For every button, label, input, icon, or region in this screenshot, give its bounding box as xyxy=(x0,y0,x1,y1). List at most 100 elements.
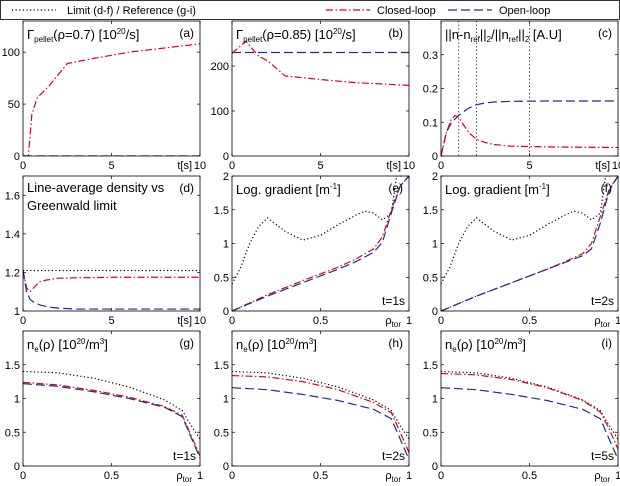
panel-h-xtick-label: 0 xyxy=(229,470,235,482)
panel-h-xtick-label: 0.5 xyxy=(313,470,328,482)
panel-g-xlabel: ρtor xyxy=(176,470,192,484)
panel-i-ytick-label: 0.5 xyxy=(423,427,438,439)
panel-c-ytick-label: 0.2 xyxy=(423,84,438,96)
panel-e-series-open-loop xyxy=(232,176,409,311)
panel-g-ytick-label: 1.5 xyxy=(5,360,20,372)
panel-b-xlabel: t[s] xyxy=(386,160,401,172)
panel-c-series-closed-loop xyxy=(441,114,618,156)
panel-i-series-reference xyxy=(441,370,618,440)
panel-g-xtick-label: 0 xyxy=(20,470,26,482)
panel-d: 0 5 1 1.2 1.4 1.6 10t[s] (d) Line-average densit… xyxy=(5,175,206,327)
panel-h-series-open-loop xyxy=(232,387,409,460)
panel-g-xtick-label-end: 1 xyxy=(197,470,203,482)
panel-a-ytick-label: 50 xyxy=(8,99,20,111)
panel-a-ytick-label: 100 xyxy=(2,47,20,59)
panel-i-xtick-label: 0.5 xyxy=(522,470,537,482)
panel-f: 0 0.5 0 0.5 1 1.5 2 1 ρtor (f) Log. gradient [m-1]… xyxy=(423,171,620,329)
panel-e-title: Log. gradient [m-1] xyxy=(236,182,341,197)
panel-d-ytick-label: 1.4 xyxy=(5,229,20,241)
panel-d-ytick-label: 1 xyxy=(14,306,20,318)
panel-e-ytick-label: 1.5 xyxy=(214,205,229,217)
panel-b-label: (b) xyxy=(388,26,403,40)
panel-d-xtick-label: 0 xyxy=(20,315,26,327)
panel-c-series-open-loop xyxy=(441,100,618,156)
panel-i-title: ne(ρ) [1020/m3] xyxy=(445,337,526,354)
panel-h-label: (h) xyxy=(388,336,403,350)
panel-h-title: ne(ρ) [1020/m3] xyxy=(236,337,317,354)
panel-c-ytick-label: 0 xyxy=(432,151,438,163)
panel-f-xlabel: ρtor xyxy=(594,315,610,329)
panel-b-ytick-label: 0 xyxy=(223,151,229,163)
panel-h-series-reference xyxy=(232,370,409,440)
panel-c-xlabel: t[s] xyxy=(595,160,610,172)
panel-i-xlabel: ρtor xyxy=(594,470,610,484)
panel-e: 0 0.5 0 0.5 1 1.5 2 1 ρtor (e) Log. gradient [m-1]… xyxy=(214,171,412,329)
panel-e-annotation: t=1s xyxy=(382,294,405,308)
panel-b-xtick-label: 0 xyxy=(229,160,235,172)
panel-i-series-open-loop xyxy=(441,387,618,460)
panel-e-xtick-label-end: 1 xyxy=(406,315,412,327)
panel-h: 0 0.5 0 0.5 1 1.5 1 ρtor (h) ne(ρ) [1020/m3] t=2s xyxy=(214,330,412,484)
panel-g-xtick-label: 0.5 xyxy=(104,470,119,482)
panel-i-ytick-label: 0 xyxy=(432,461,438,473)
panel-c-label: (c) xyxy=(598,26,612,40)
panel-a-title: Γpellet(ρ=0.7) [1020/s] xyxy=(27,27,139,44)
panel-h-annotation: t=2s xyxy=(382,449,405,463)
panel-g-series-open-loop xyxy=(23,383,200,459)
panel-f-ytick-label: 1.5 xyxy=(423,205,438,217)
panel-a-xtick-label-end: 10 xyxy=(194,160,206,172)
panel-c-xtick-label-end: 10 xyxy=(612,160,620,172)
panel-d-xtick-label-end: 10 xyxy=(194,315,206,327)
panel-b-xtick-label-end: 10 xyxy=(403,160,415,172)
panel-f-title: Log. gradient [m-1] xyxy=(445,182,550,197)
panel-d-axes xyxy=(22,175,201,312)
panel-h-series-closed-loop xyxy=(232,374,409,453)
panel-i-ytick-label: 1 xyxy=(432,394,438,406)
legend-label-closed-loop: Closed-loop xyxy=(377,5,436,17)
panel-h-xtick-label-end: 1 xyxy=(406,470,412,482)
panel-f-series-open-loop xyxy=(441,176,618,311)
panel-g-ytick-label: 1 xyxy=(14,394,20,406)
legend-label-open-loop: Open-loop xyxy=(499,5,550,17)
legend-label-limit-d-f-reference-g-i: Limit (d-f) / Reference (g-i) xyxy=(67,5,196,17)
legend: Limit (d-f) / Reference (g-i) Closed-loop… xyxy=(0,0,620,20)
panel-a-ytick-label: 0 xyxy=(14,151,20,163)
panel-e-ytick-label: 0.5 xyxy=(214,272,229,284)
panel-f-ytick-label: 0.5 xyxy=(423,272,438,284)
panel-a-xtick-label: 0 xyxy=(20,160,26,172)
panel-c: 0 5 0 0.1 0.2 0.3 10t[s] (c) ||n-nref||2/||nref|… xyxy=(423,20,620,172)
panel-d-series-open-loop xyxy=(23,270,200,310)
panel-f-xtick-label: 0.5 xyxy=(522,315,537,327)
panel-f-ytick-label: 0 xyxy=(432,306,438,318)
panel-e-ytick-label: 2 xyxy=(223,171,229,183)
panel-e-label: (e) xyxy=(388,181,403,195)
panel-i-xtick-label: 0 xyxy=(438,470,444,482)
panel-i-xtick-label-end: 1 xyxy=(615,470,620,482)
panel-d-title-line: Greenwald limit xyxy=(27,198,117,213)
panel-d-xlabel: t[s] xyxy=(177,315,192,327)
panel-a-series-closed-loop xyxy=(23,43,200,156)
panel-f-xtick-label-end: 1 xyxy=(615,315,620,327)
panel-e-ytick-label: 0 xyxy=(223,306,229,318)
panel-e-xlabel: ρtor xyxy=(385,315,401,329)
panel-d-title-line: Line-average density vs xyxy=(27,180,165,195)
panel-g: 0 0.5 0 0.5 1 1.5 1 ρtor (g) ne(ρ) [1020/m3] t=1s xyxy=(5,330,203,484)
panel-c-ytick-label: 0.3 xyxy=(423,50,438,62)
panel-d-xtick-label: 5 xyxy=(108,315,114,327)
panel-h-xlabel: ρtor xyxy=(385,470,401,484)
panel-h-ytick-label: 1 xyxy=(223,394,229,406)
panel-i-label: (i) xyxy=(601,336,612,350)
panel-g-title: ne(ρ) [1020/m3] xyxy=(27,337,108,354)
panel-g-annotation: t=1s xyxy=(173,449,196,463)
panel-i: 0 0.5 0 0.5 1 1.5 1 ρtor (i) ne(ρ) [1020/m3] t=5s xyxy=(423,330,620,484)
panel-b-title: Γpellet(ρ=0.85) [1020/s] xyxy=(236,27,356,44)
panel-d-ytick-label: 1.2 xyxy=(5,267,20,279)
panel-e-ytick-label: 1 xyxy=(223,239,229,251)
panel-h-ytick-label: 0 xyxy=(223,461,229,473)
panel-e-xtick-label: 0 xyxy=(229,315,235,327)
panel-g-ytick-label: 0 xyxy=(14,461,20,473)
panel-g-ytick-label: 0.5 xyxy=(5,427,20,439)
panel-b-ytick-label: 100 xyxy=(211,106,229,118)
